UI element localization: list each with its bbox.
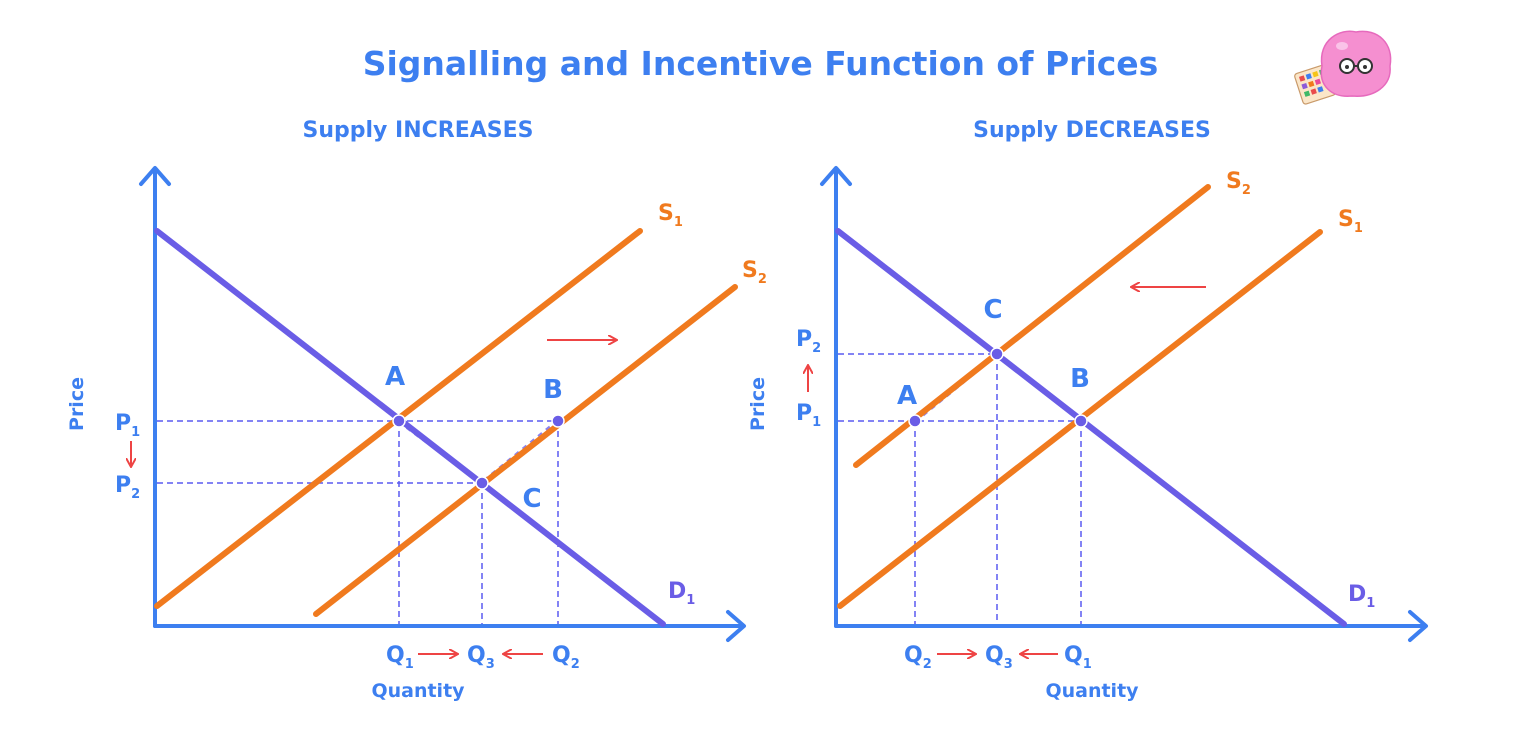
x-axis-arrowhead (726, 610, 746, 642)
point-label-b: B (1070, 364, 1090, 394)
y-axis-arrowhead (139, 166, 171, 186)
pink-blob-with-glasses-icon (1294, 30, 1392, 105)
equilibrium-points (392, 414, 565, 490)
equilibrium-points (908, 347, 1088, 428)
panel-supply-decreases: Supply DECREASES Price Quantity S2 S1 (747, 118, 1428, 702)
quantity-tick-q3: Q3 (467, 643, 495, 672)
guide-lines (838, 353, 1082, 624)
point-label-c: C (983, 295, 1002, 325)
supply-label-s1: S1 (1338, 207, 1363, 236)
demand-curve-d1 (835, 228, 1347, 627)
price-tick-p2: P2 (796, 327, 821, 356)
y-axis-arrowhead (820, 166, 852, 186)
panel-subtitle: Supply INCREASES (303, 118, 534, 143)
y-axis-label: Price (66, 377, 88, 431)
point-label-a: A (897, 381, 917, 411)
axes (139, 166, 746, 642)
point-c-marker (475, 476, 489, 490)
point-c-marker (990, 347, 1004, 361)
price-tick-p2: P2 (115, 473, 140, 502)
supply-label-s1: S1 (658, 201, 683, 230)
quantity-tick-q3: Q3 (985, 643, 1013, 672)
point-label-c: C (522, 484, 541, 514)
guide-lines (157, 420, 559, 624)
demand-label-d1: D1 (668, 579, 695, 608)
point-b-marker (551, 414, 565, 428)
quantity-tick-q1: Q1 (386, 643, 414, 672)
quantity-tick-q2: Q2 (552, 643, 580, 672)
price-tick-p1: P1 (115, 411, 140, 440)
point-label-b: B (543, 375, 563, 405)
point-a-marker (908, 414, 922, 428)
adjustment-paths (397, 419, 560, 485)
panel-supply-increases: Supply INCREASES Price Quantity S1 (66, 118, 767, 702)
adjustment-paths (913, 352, 1083, 423)
price-tick-p1: P1 (796, 401, 821, 430)
y-axis-label: Price (747, 377, 769, 431)
point-b-marker (1074, 414, 1088, 428)
supply-curve-s2 (313, 284, 738, 617)
supply-label-s2: S2 (742, 258, 767, 287)
page-title: Signalling and Incentive Function of Pri… (362, 44, 1159, 83)
quantity-tick-q2: Q2 (904, 643, 932, 672)
supply-label-s2: S2 (1226, 169, 1251, 198)
panel-subtitle: Supply DECREASES (973, 118, 1211, 143)
demand-label-d1: D1 (1348, 582, 1375, 611)
x-axis-label: Quantity (1045, 680, 1139, 702)
x-axis-label: Quantity (371, 680, 465, 702)
point-label-a: A (385, 362, 405, 392)
demand-curve-d1 (154, 228, 666, 627)
x-axis-arrowhead (1408, 610, 1428, 642)
axes (820, 166, 1428, 642)
point-a-marker (392, 414, 406, 428)
quantity-tick-q1: Q1 (1064, 643, 1092, 672)
